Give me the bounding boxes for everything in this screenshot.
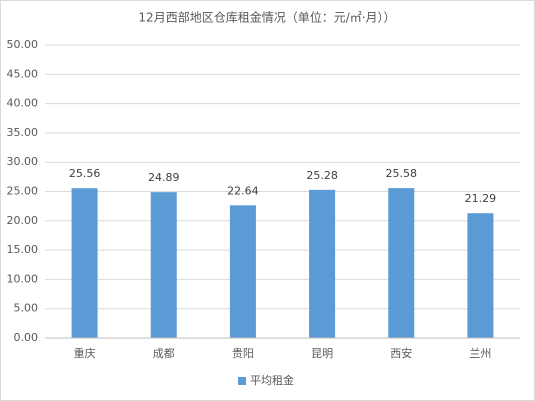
x-tick-label: 贵阳	[232, 347, 254, 360]
x-tick-label: 西安	[390, 346, 412, 360]
y-tick-label: 35.00	[7, 126, 39, 139]
data-label: 22.64	[227, 184, 259, 197]
data-label: 25.58	[386, 167, 418, 180]
y-tick-label: 10.00	[7, 272, 39, 285]
chart-title: 12月西部地区仓库租金情况（单位：元/㎡·月））	[138, 10, 395, 25]
legend-label: 平均租金	[250, 373, 294, 387]
y-tick-label: 25.00	[7, 185, 39, 198]
x-tick-label: 成都	[153, 347, 175, 360]
data-label: 25.56	[69, 167, 101, 180]
y-tick-label: 50.00	[7, 38, 39, 51]
y-tick-label: 30.00	[7, 155, 39, 168]
y-tick-label: 45.00	[7, 67, 39, 80]
x-tick-label: 兰州	[469, 347, 491, 360]
bar	[467, 213, 494, 338]
y-tick-label: 5.00	[14, 302, 39, 315]
legend-swatch	[238, 377, 246, 385]
bar	[388, 188, 415, 338]
y-tick-label: 15.00	[7, 243, 39, 256]
data-label: 25.28	[306, 169, 338, 182]
y-tick-label: 40.00	[7, 97, 39, 110]
y-tick-label: 20.00	[7, 214, 39, 227]
bar	[71, 188, 98, 338]
bar	[150, 192, 177, 338]
bar	[309, 189, 336, 338]
x-tick-label: 昆明	[311, 347, 333, 360]
data-label: 24.89	[148, 171, 180, 184]
bar	[229, 205, 256, 338]
data-label: 21.29	[465, 192, 497, 205]
x-tick-label: 重庆	[74, 346, 96, 360]
y-tick-label: 0.00	[14, 331, 39, 344]
